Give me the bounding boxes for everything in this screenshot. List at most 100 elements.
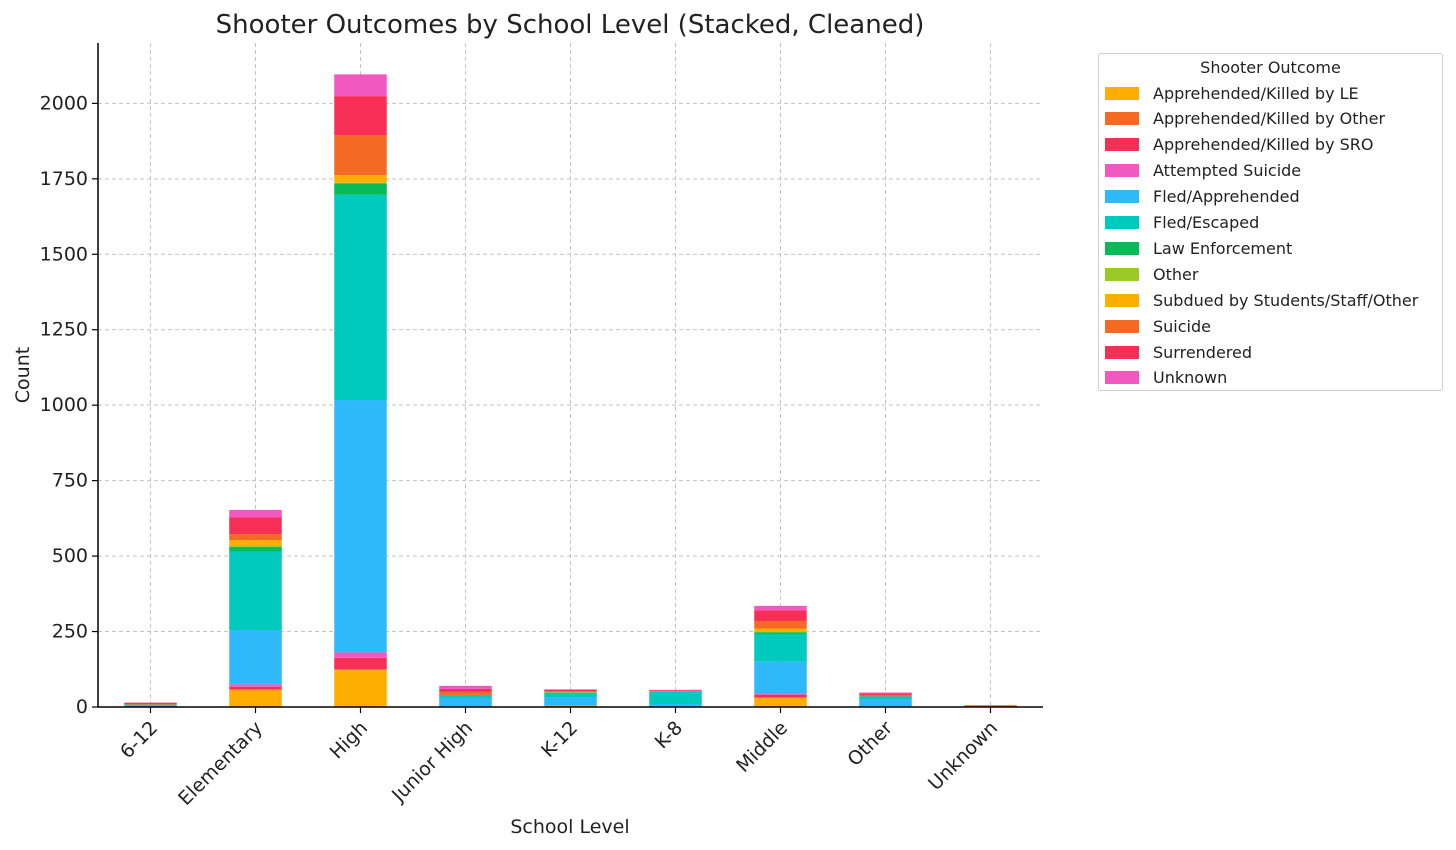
bar-segment [754, 633, 807, 662]
bar-segment [229, 534, 282, 541]
bar-segment [859, 692, 912, 694]
bar-segment [964, 705, 1017, 707]
legend-item: Apprehended/Killed by LE [1105, 82, 1359, 104]
legend-item: Apprehended/Killed by SRO [1105, 134, 1374, 156]
bar-segment [334, 669, 387, 671]
y-tick-label: 1000 [40, 394, 88, 416]
bar-segment [859, 696, 912, 700]
legend-label: Law Enforcement [1153, 238, 1293, 258]
bar-segment [334, 74, 387, 97]
legend-item: Attempted Suicide [1105, 160, 1301, 182]
bar-segment [334, 135, 387, 176]
legend-item: Other [1105, 263, 1198, 285]
x-tick-label: Unknown [924, 717, 1002, 795]
bar-segment [229, 690, 282, 707]
x-tick-label: 6-12 [116, 717, 162, 763]
y-tick-label: 750 [52, 470, 88, 492]
legend-title: Shooter Outcome [1200, 58, 1341, 77]
legend-swatch [1105, 241, 1139, 255]
legend-item: Law Enforcement [1105, 237, 1292, 259]
legend-swatch [1105, 190, 1139, 204]
legend-label: Apprehended/Killed by SRO [1153, 135, 1374, 155]
bar-segment [754, 661, 807, 694]
bar-segment [754, 605, 807, 611]
bar-segment [229, 551, 282, 631]
x-tick-label: High [326, 717, 372, 763]
bar-segment [754, 632, 807, 634]
legend-label: Subdued by Students/Staff/Other [1153, 290, 1419, 310]
y-tick-label: 0 [76, 696, 88, 718]
bar-segment [754, 631, 807, 633]
bar-segment [229, 545, 282, 548]
x-tick-label: Other [843, 717, 897, 771]
bar-segment [544, 705, 597, 707]
x-tick-label: Elementary [174, 717, 267, 810]
bar-segment [439, 688, 492, 692]
bar-segment [334, 183, 387, 195]
legend-item: Unknown [1105, 367, 1227, 389]
bar-segment [649, 691, 702, 692]
bar-segment [859, 694, 912, 697]
legend-swatch [1105, 138, 1139, 152]
legend-label: Fled/Escaped [1153, 213, 1260, 232]
bar-segment [649, 703, 702, 707]
bar-segment [754, 694, 807, 698]
bar-segment [124, 703, 177, 705]
legend-label: Attempted Suicide [1153, 161, 1302, 181]
bar-segment [124, 704, 177, 706]
bar-segment [649, 689, 702, 691]
y-tick-labels: 0 250 500 750 1000 1250 1500 1750 2000 [40, 92, 98, 718]
bar-segment [334, 96, 387, 136]
bar-segment [754, 697, 807, 698]
x-tick-label: K-12 [537, 717, 582, 762]
bar-segment [229, 684, 282, 687]
bar-segment [229, 540, 282, 546]
legend-item: Apprehended/Killed by Other [1105, 108, 1385, 130]
bar-segment [754, 693, 807, 695]
x-tick-label: Middle [732, 717, 792, 777]
bar-segment [754, 697, 807, 707]
bar-segment [229, 517, 282, 535]
legend-swatch [1105, 86, 1139, 100]
bar-segment [334, 175, 387, 183]
bar-segment [439, 691, 492, 695]
legend-label: Other [1153, 264, 1199, 284]
bar-segment [859, 699, 912, 707]
legend-item: Fled/Apprehended [1105, 186, 1300, 208]
bar-segment [229, 686, 282, 690]
legend-item: Fled/Escaped [1105, 212, 1259, 234]
bar-segment [229, 689, 282, 691]
bars [124, 74, 1017, 707]
y-tick-label: 2000 [40, 92, 88, 114]
bar-segment [124, 702, 177, 704]
bar-segment [334, 182, 387, 184]
legend-item: Surrendered [1105, 341, 1252, 363]
bar-segment [754, 610, 807, 621]
legend-label: Surrendered [1153, 342, 1253, 362]
legend-swatch [1105, 216, 1139, 229]
bar-segment [649, 690, 702, 692]
bar-segment [334, 400, 387, 653]
y-tick-label: 500 [52, 545, 88, 567]
legend-label: Fled/Apprehended [1153, 187, 1300, 207]
bar-segment [544, 697, 597, 706]
legend-item: Subdued by Students/Staff/Other [1105, 289, 1418, 311]
bar-segment [439, 694, 492, 698]
bar-segment [439, 697, 492, 707]
bar-segment [544, 692, 597, 698]
bar-segment [859, 693, 912, 695]
legend-label: Suicide [1153, 316, 1211, 336]
bar-segment [754, 628, 807, 632]
legend-swatch [1105, 345, 1139, 359]
legend-swatch [1105, 112, 1139, 126]
y-tick-label: 1500 [40, 243, 88, 265]
bar-segment [229, 630, 282, 685]
bar-segment [544, 689, 597, 692]
legend-item: Suicide [1105, 315, 1211, 337]
x-tick-labels: 6-12 Elementary High Junior High K-12 K-8 Midd… [116, 707, 1002, 810]
legend-swatch [1105, 267, 1139, 281]
bar-segment [334, 657, 387, 670]
bar-segment [439, 685, 492, 689]
y-axis-label: Count [12, 347, 34, 403]
